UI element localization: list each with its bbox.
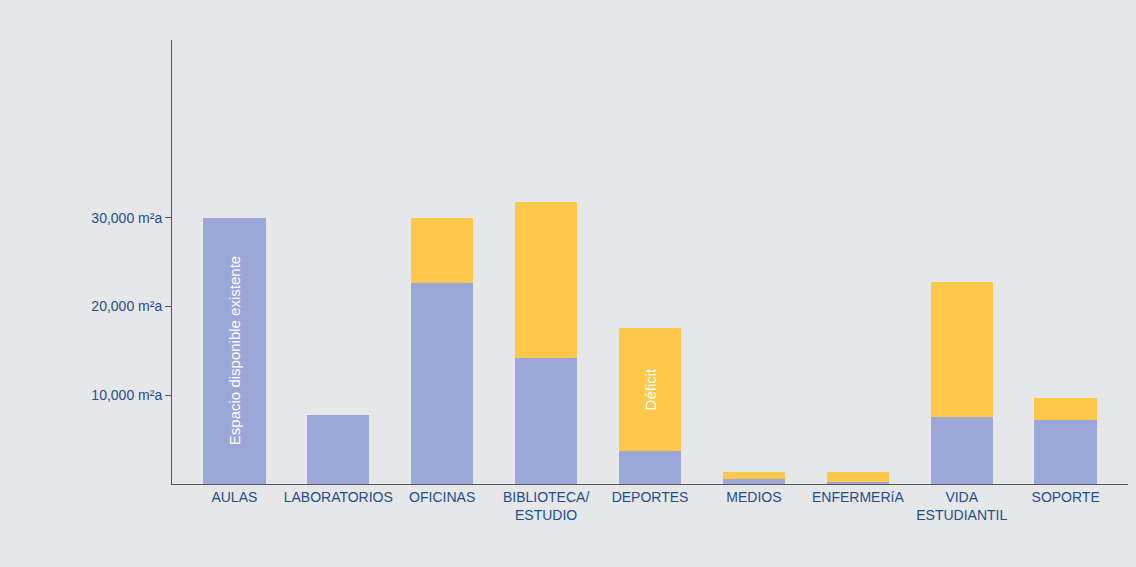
svg-text:DEPORTES: DEPORTES <box>612 489 689 505</box>
svg-text:MEDIOS: MEDIOS <box>726 489 781 505</box>
svg-text:OFICINAS: OFICINAS <box>409 489 475 505</box>
svg-text:20,000 m²a: 20,000 m²a <box>91 298 162 314</box>
svg-text:SOPORTE: SOPORTE <box>1032 489 1100 505</box>
svg-text:ENFERMERíA: ENFERMERíA <box>812 489 904 505</box>
svg-text:Déficit: Déficit <box>642 368 659 411</box>
svg-text:LABORATORIOS: LABORATORIOS <box>284 489 393 505</box>
svg-text:10,000 m²a: 10,000 m²a <box>91 387 162 403</box>
svg-text:BIBLIOTECA/ESTUDIO: BIBLIOTECA/ESTUDIO <box>503 489 589 523</box>
svg-text:AULAS: AULAS <box>211 489 257 505</box>
svg-text:Espacio disponible existente: Espacio disponible existente <box>226 256 243 445</box>
svg-text:30,000 m²a: 30,000 m²a <box>91 210 162 226</box>
svg-text:VIDAESTUDIANTIL: VIDAESTUDIANTIL <box>916 489 1007 523</box>
